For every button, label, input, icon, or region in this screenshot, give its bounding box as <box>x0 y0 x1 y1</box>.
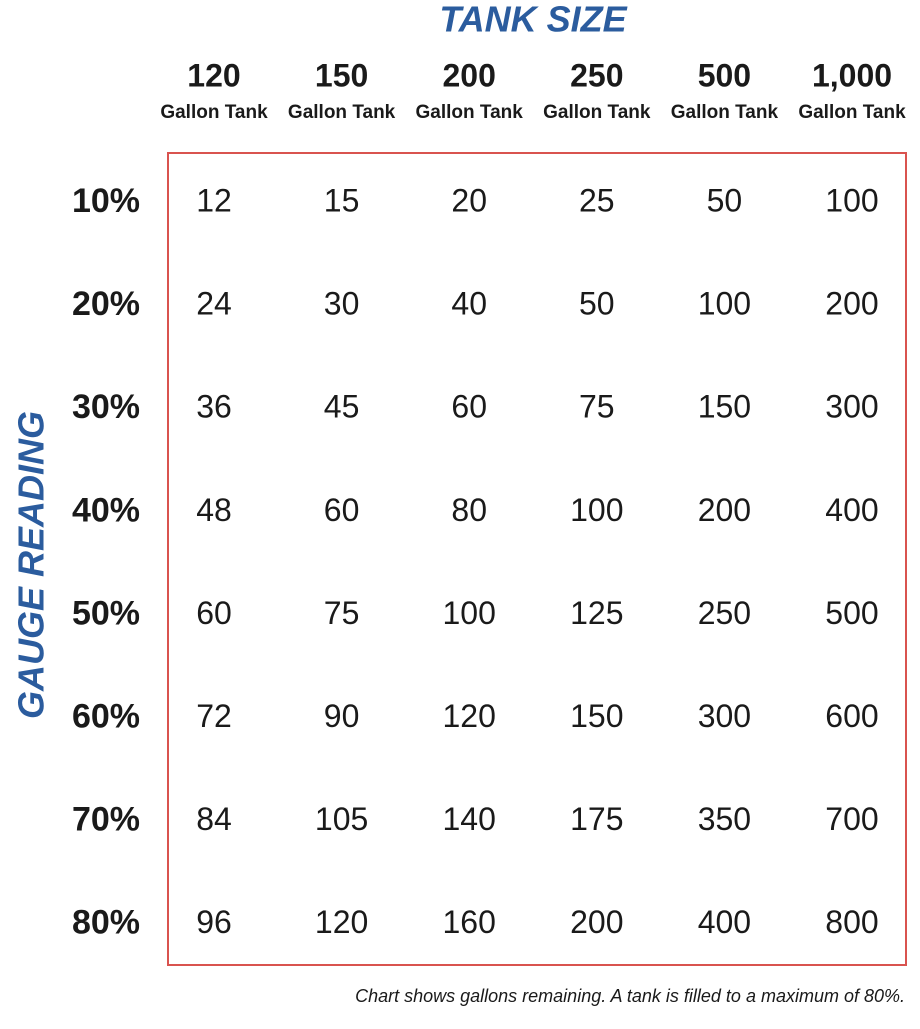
cell: 300 <box>825 389 878 425</box>
row-label: 20% <box>72 285 140 323</box>
column-unit: Gallon Tank <box>543 102 651 123</box>
cell: 300 <box>698 698 751 734</box>
column-unit: Gallon Tank <box>160 102 268 123</box>
cell: 75 <box>324 595 360 631</box>
cell: 350 <box>698 801 751 837</box>
cell: 125 <box>570 595 623 631</box>
cell: 30 <box>324 286 360 322</box>
cell: 400 <box>698 904 751 940</box>
column-unit: Gallon Tank <box>671 102 779 123</box>
cell: 72 <box>196 698 232 734</box>
cell: 40 <box>451 286 487 322</box>
cell: 100 <box>570 492 623 528</box>
cell: 100 <box>825 182 878 218</box>
row-label: 10% <box>72 182 140 220</box>
cell: 84 <box>196 801 232 837</box>
cell: 200 <box>698 492 751 528</box>
cell: 80 <box>451 492 487 528</box>
row-label: 60% <box>72 697 140 735</box>
row-label: 30% <box>72 388 140 426</box>
cell: 15 <box>324 182 360 218</box>
column-unit: Gallon Tank <box>798 102 906 123</box>
row-label: 40% <box>72 491 140 529</box>
cell: 20 <box>451 182 487 218</box>
cell: 48 <box>196 492 232 528</box>
cell: 96 <box>196 904 232 940</box>
cell: 12 <box>196 182 232 218</box>
cell: 250 <box>698 595 751 631</box>
cell: 800 <box>825 904 878 940</box>
cell: 75 <box>579 389 615 425</box>
cell: 120 <box>443 698 496 734</box>
cell: 150 <box>570 698 623 734</box>
side-label: GAUGE READING <box>11 411 52 719</box>
cell: 60 <box>196 595 232 631</box>
cell: 200 <box>825 286 878 322</box>
row-label: 50% <box>72 594 140 632</box>
cell: 160 <box>443 904 496 940</box>
cell: 150 <box>698 389 751 425</box>
column-size: 1,000 <box>812 57 892 93</box>
cell: 400 <box>825 492 878 528</box>
cell: 105 <box>315 801 368 837</box>
cell: 25 <box>579 182 615 218</box>
column-unit: Gallon Tank <box>416 102 524 123</box>
column-size: 500 <box>698 57 751 93</box>
column-size: 250 <box>570 57 623 93</box>
row-label: 80% <box>72 904 140 942</box>
table-border <box>167 152 907 966</box>
cell: 700 <box>825 801 878 837</box>
cell: 60 <box>451 389 487 425</box>
cell: 175 <box>570 801 623 837</box>
footnote: Chart shows gallons remaining. A tank is… <box>355 986 905 1006</box>
cell: 120 <box>315 904 368 940</box>
cell: 600 <box>825 698 878 734</box>
cell: 500 <box>825 595 878 631</box>
cell: 200 <box>570 904 623 940</box>
cell: 60 <box>324 492 360 528</box>
cell: 50 <box>707 182 743 218</box>
title: TANK SIZE <box>439 0 627 40</box>
cell: 50 <box>579 286 615 322</box>
cell: 45 <box>324 389 360 425</box>
cell: 24 <box>196 286 232 322</box>
column-size: 200 <box>443 57 496 93</box>
cell: 36 <box>196 389 232 425</box>
cell: 140 <box>443 801 496 837</box>
cell: 100 <box>698 286 751 322</box>
row-label: 70% <box>72 801 140 839</box>
cell: 90 <box>324 698 360 734</box>
cell: 100 <box>443 595 496 631</box>
column-size: 150 <box>315 57 368 93</box>
column-size: 120 <box>187 57 240 93</box>
column-unit: Gallon Tank <box>288 102 396 123</box>
